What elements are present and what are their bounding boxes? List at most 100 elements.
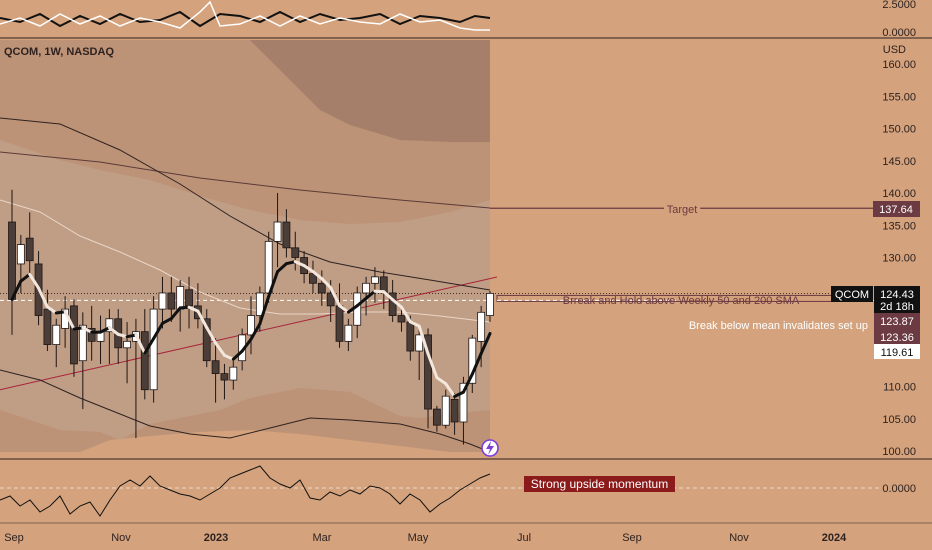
candle-body: [282, 221, 291, 249]
price-axis-tick: 110.00: [883, 382, 916, 394]
ema-segment: [19, 272, 32, 283]
price-axis-tick: 145.00: [882, 156, 916, 168]
candle-body: [87, 328, 96, 342]
ema-segment: [444, 382, 457, 399]
time-axis-tick: Sep: [622, 532, 642, 544]
ema-segment: [311, 270, 324, 281]
top-indicator: 2.5000 0.0000: [0, 0, 916, 39]
time-axis-tick: 2024: [822, 532, 847, 544]
top-indicator-white-line: [0, 0, 490, 31]
ema-segment: [276, 262, 288, 274]
candle-body: [450, 398, 459, 423]
ema-segment: [399, 305, 412, 324]
ema-segment: [10, 279, 23, 301]
ema-segment: [240, 337, 253, 353]
price-axis-tick: 150.00: [882, 124, 916, 136]
ema-segment: [152, 321, 164, 341]
ema-segment: [320, 277, 333, 290]
candle-body: [8, 221, 16, 300]
ema-segment: [28, 272, 41, 290]
countdown-text: 2d 18h: [880, 301, 914, 313]
candle-body: [441, 395, 450, 426]
candle-body: [229, 366, 238, 381]
ema-segment: [461, 372, 474, 394]
candle-body: [123, 340, 131, 349]
bottom-indicator-label-zero: 0.0000: [882, 483, 916, 495]
ema-segment: [435, 376, 448, 386]
price-axis: 160.00 155.00 150.00 145.00 140.00 135.00 130.…: [882, 59, 916, 458]
ema-segment: [470, 352, 483, 376]
time-axis-tick: May: [408, 532, 429, 544]
ema-segment: [37, 286, 49, 309]
ema-segment: [382, 290, 395, 302]
momentum-badge: Strong upside momentum: [524, 476, 675, 492]
candle-body: [158, 292, 167, 310]
symbol-badge: QCOM: [831, 286, 873, 302]
candle-body: [211, 360, 220, 375]
symbol-title[interactable]: QCOM, 1W, NASDAQ: [4, 46, 114, 58]
candle-body: [477, 311, 486, 342]
candle-body: [397, 315, 406, 323]
ema-segment: [479, 331, 492, 356]
ema-price-badge-bg: [874, 344, 920, 359]
candle-body: [255, 292, 264, 316]
break-hold-annotation: Brreak and Hold above Weekly 50 and 200 …: [563, 295, 800, 307]
ema-segment: [99, 326, 111, 334]
candle-body: [317, 282, 326, 294]
ema-segment: [453, 390, 465, 399]
candle-body: [335, 305, 344, 342]
ema-segment: [391, 298, 403, 309]
target-price-badge: 137.64: [873, 201, 920, 217]
lightning-icon-bolt: [486, 441, 494, 455]
candle-body: [273, 221, 282, 242]
ema-segment: [125, 333, 138, 339]
time-axis-tick: 2023: [204, 532, 228, 544]
symbol-badge-text: QCOM: [835, 289, 869, 301]
sma-long-line: [0, 151, 491, 209]
candle-body: [105, 318, 114, 333]
ema-segment: [284, 260, 297, 266]
top-indicator-label-high: 2.5000: [882, 0, 916, 11]
candle-body: [362, 282, 370, 294]
price-axis-tick: 160.00: [882, 59, 916, 71]
ema-segment: [214, 341, 226, 357]
price-axis-tick: 155.00: [882, 91, 916, 103]
candle-body: [167, 292, 176, 310]
candle-body: [43, 308, 52, 345]
basis-line: [0, 199, 491, 323]
ema-segment: [169, 306, 182, 321]
band-layer: [0, 40, 490, 452]
candle-body: [70, 305, 78, 365]
momentum-badge-bg: [524, 476, 675, 492]
sma-price-badge-text: 123.87: [880, 316, 914, 328]
sma-price-badge: 123.87: [874, 313, 920, 329]
mean-price-badge: 123.36: [874, 329, 920, 344]
inner-band-fill: [0, 140, 490, 440]
time-axis: Sep Nov 2023 Mar May Jul Sep Nov 2024: [4, 532, 847, 544]
ema-segment: [143, 337, 156, 355]
price-axis-tick: 105.00: [882, 414, 916, 426]
last-price-badge: 124.43 2d 18h: [874, 286, 920, 314]
candle-body: [432, 408, 441, 426]
ema-segment: [45, 305, 58, 315]
upper-band-line: [0, 117, 491, 291]
candle-body: [326, 292, 335, 307]
time-axis-tick: Jul: [517, 532, 531, 544]
candle-body: [25, 237, 34, 262]
candle-body: [459, 382, 468, 423]
candle-body: [406, 321, 415, 352]
mean-price-badge-text: 123.36: [880, 332, 914, 344]
last-price-badge-bg: [874, 286, 920, 314]
ema-segment: [187, 305, 200, 313]
candle-body: [415, 334, 424, 352]
time-axis-tick: Nov: [111, 532, 131, 544]
ema-segment: [329, 286, 342, 308]
ema-segment: [249, 322, 262, 341]
candle-body: [78, 324, 87, 362]
bottom-indicator-line: [0, 465, 491, 517]
ema-segment: [222, 353, 235, 361]
ema-segment: [338, 304, 350, 314]
lightning-icon[interactable]: [481, 439, 499, 457]
ema-price-badge: 119.61: [874, 344, 920, 359]
